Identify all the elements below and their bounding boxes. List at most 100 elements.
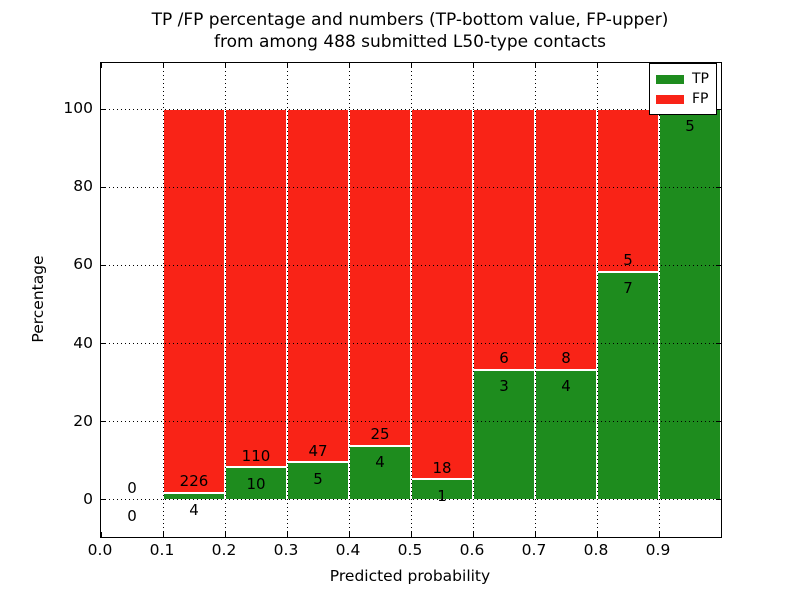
x-tick-mark bbox=[596, 63, 598, 68]
y-tick-label: 0 bbox=[83, 489, 93, 508]
fp-count-label: 18 bbox=[432, 458, 452, 477]
x-tick-label: 0.3 bbox=[273, 541, 299, 559]
y-tick-mark bbox=[101, 421, 106, 423]
x-tick-label: 0.2 bbox=[211, 541, 237, 559]
grid-line-vertical bbox=[596, 63, 598, 537]
x-tick-mark bbox=[596, 532, 598, 537]
fp-count-label: 6 bbox=[499, 348, 509, 367]
y-tick-mark bbox=[716, 343, 721, 345]
bar-segment-fp bbox=[535, 109, 597, 370]
x-tick-label: 0.1 bbox=[149, 541, 175, 559]
y-tick-mark bbox=[716, 186, 721, 188]
legend-label-tp: TP bbox=[692, 71, 709, 87]
grid-line-horizontal bbox=[101, 108, 721, 110]
grid-line-vertical bbox=[534, 63, 536, 537]
chart-title: TP /FP percentage and numbers (TP-bottom… bbox=[0, 9, 800, 53]
x-tick-mark bbox=[348, 532, 350, 537]
grid-line-horizontal bbox=[101, 264, 721, 266]
x-tick-label: 0.6 bbox=[459, 541, 485, 559]
tp-count-label: 0 bbox=[127, 507, 137, 526]
x-tick-mark bbox=[162, 532, 164, 537]
x-tick-mark bbox=[410, 63, 412, 68]
grid-line-horizontal bbox=[101, 421, 721, 423]
x-tick-mark bbox=[286, 532, 288, 537]
fp-count-label: 8 bbox=[561, 348, 571, 367]
legend-item-tp: TP bbox=[656, 72, 710, 86]
x-axis-label: Predicted probability bbox=[329, 567, 491, 585]
bar-segment-tp bbox=[659, 109, 721, 500]
grid-line-vertical bbox=[224, 63, 226, 537]
y-tick-label: 100 bbox=[63, 99, 93, 118]
y-tick-label: 20 bbox=[73, 411, 93, 430]
fp-color-swatch-icon bbox=[656, 94, 684, 104]
y-tick-label: 60 bbox=[73, 255, 93, 274]
y-tick-mark bbox=[716, 499, 721, 501]
fp-count-label: 5 bbox=[623, 251, 633, 270]
fp-count-label: 110 bbox=[241, 446, 271, 465]
grid-line-vertical bbox=[472, 63, 474, 537]
x-tick-label: 0.8 bbox=[583, 541, 609, 559]
y-tick-mark bbox=[716, 264, 721, 266]
x-tick-mark bbox=[100, 63, 102, 68]
x-tick-mark bbox=[658, 532, 660, 537]
grid-line-vertical bbox=[348, 63, 350, 537]
bar-segment-fp bbox=[473, 109, 535, 370]
tp-count-label: 4 bbox=[375, 453, 385, 472]
x-tick-label: 0.4 bbox=[335, 541, 361, 559]
bar-segment-fp bbox=[287, 109, 349, 463]
grid-line-horizontal bbox=[101, 499, 721, 501]
grid-line-vertical bbox=[286, 63, 288, 537]
bar-segment-fp bbox=[163, 109, 225, 494]
x-tick-mark bbox=[472, 532, 474, 537]
y-tick-mark bbox=[716, 108, 721, 110]
x-tick-label: 0.7 bbox=[521, 541, 547, 559]
bar-segment-tp bbox=[535, 369, 597, 500]
y-tick-mark bbox=[716, 421, 721, 423]
x-tick-mark bbox=[224, 63, 226, 68]
plot-area: 0022641101047525418163845705 bbox=[100, 62, 722, 538]
x-tick-mark bbox=[534, 63, 536, 68]
bar-segment-tp bbox=[597, 271, 659, 500]
x-tick-label: 0.5 bbox=[397, 541, 423, 559]
tp-count-label: 1 bbox=[437, 486, 447, 505]
bar-segment-fp bbox=[349, 109, 411, 446]
bar-segment-fp bbox=[597, 109, 659, 272]
y-tick-label: 80 bbox=[73, 177, 93, 196]
chart-title-line2: from among 488 submitted L50-type contac… bbox=[214, 32, 606, 52]
grid-line-vertical bbox=[410, 63, 412, 537]
tp-count-label: 5 bbox=[313, 469, 323, 488]
tp-count-label: 3 bbox=[499, 377, 509, 395]
legend: TP FP bbox=[649, 63, 717, 115]
tp-count-label: 4 bbox=[561, 377, 571, 395]
bar-segment-fp bbox=[411, 109, 473, 480]
bar-segment-fp bbox=[225, 109, 287, 468]
fp-count-label: 47 bbox=[308, 441, 328, 460]
x-tick-mark bbox=[472, 63, 474, 68]
tp-count-label: 7 bbox=[623, 279, 633, 298]
tp-count-label: 4 bbox=[189, 500, 199, 519]
x-tick-mark bbox=[286, 63, 288, 68]
tp-color-swatch-icon bbox=[656, 74, 684, 84]
chart-title-line1: TP /FP percentage and numbers (TP-bottom… bbox=[151, 10, 669, 30]
x-tick-label: 0.0 bbox=[87, 541, 113, 559]
x-tick-mark bbox=[224, 532, 226, 537]
fp-count-label: 226 bbox=[179, 472, 209, 491]
fp-count-label: 25 bbox=[370, 425, 390, 444]
y-tick-mark bbox=[101, 108, 106, 110]
y-tick-mark bbox=[101, 343, 106, 345]
grid-line-horizontal bbox=[101, 343, 721, 345]
y-tick-mark bbox=[101, 499, 106, 501]
x-tick-mark bbox=[162, 63, 164, 68]
legend-item-fp: FP bbox=[656, 92, 710, 106]
legend-label-fp: FP bbox=[692, 91, 709, 107]
x-tick-label: 0.9 bbox=[645, 541, 671, 559]
y-tick-label: 40 bbox=[73, 333, 93, 352]
grid-line-horizontal bbox=[101, 186, 721, 188]
x-tick-mark bbox=[348, 63, 350, 68]
tp-count-label: 5 bbox=[685, 116, 695, 135]
grid-line-vertical bbox=[162, 63, 164, 537]
fp-count-label: 0 bbox=[127, 479, 137, 498]
x-tick-mark bbox=[410, 532, 412, 537]
x-tick-mark bbox=[534, 532, 536, 537]
